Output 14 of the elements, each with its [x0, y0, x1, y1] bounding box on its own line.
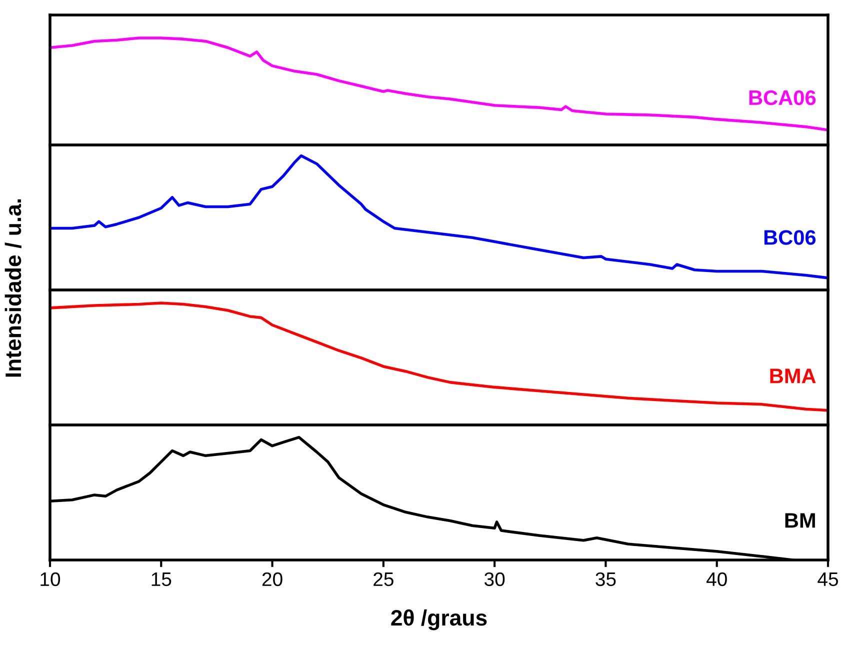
- x-tick-label: 40: [706, 572, 727, 586]
- x-tick-label: 35: [596, 572, 616, 586]
- series-label: BM: [785, 513, 815, 528]
- x-tick-label: 10: [40, 572, 60, 586]
- y-axis-title: Intensidade / u.a.: [4, 199, 22, 377]
- series-label: BMA: [770, 368, 816, 384]
- series-label: BC06: [764, 230, 816, 245]
- x-tick-label: 30: [484, 572, 505, 586]
- x-axis-title: 2θ /graus: [391, 609, 487, 630]
- x-tick-label: 25: [374, 572, 394, 586]
- x-tick-label: 45: [818, 572, 838, 586]
- series-label: BCA06: [749, 90, 816, 106]
- x-tick-label: 15: [152, 572, 172, 586]
- x-tick-label: 20: [262, 572, 282, 586]
